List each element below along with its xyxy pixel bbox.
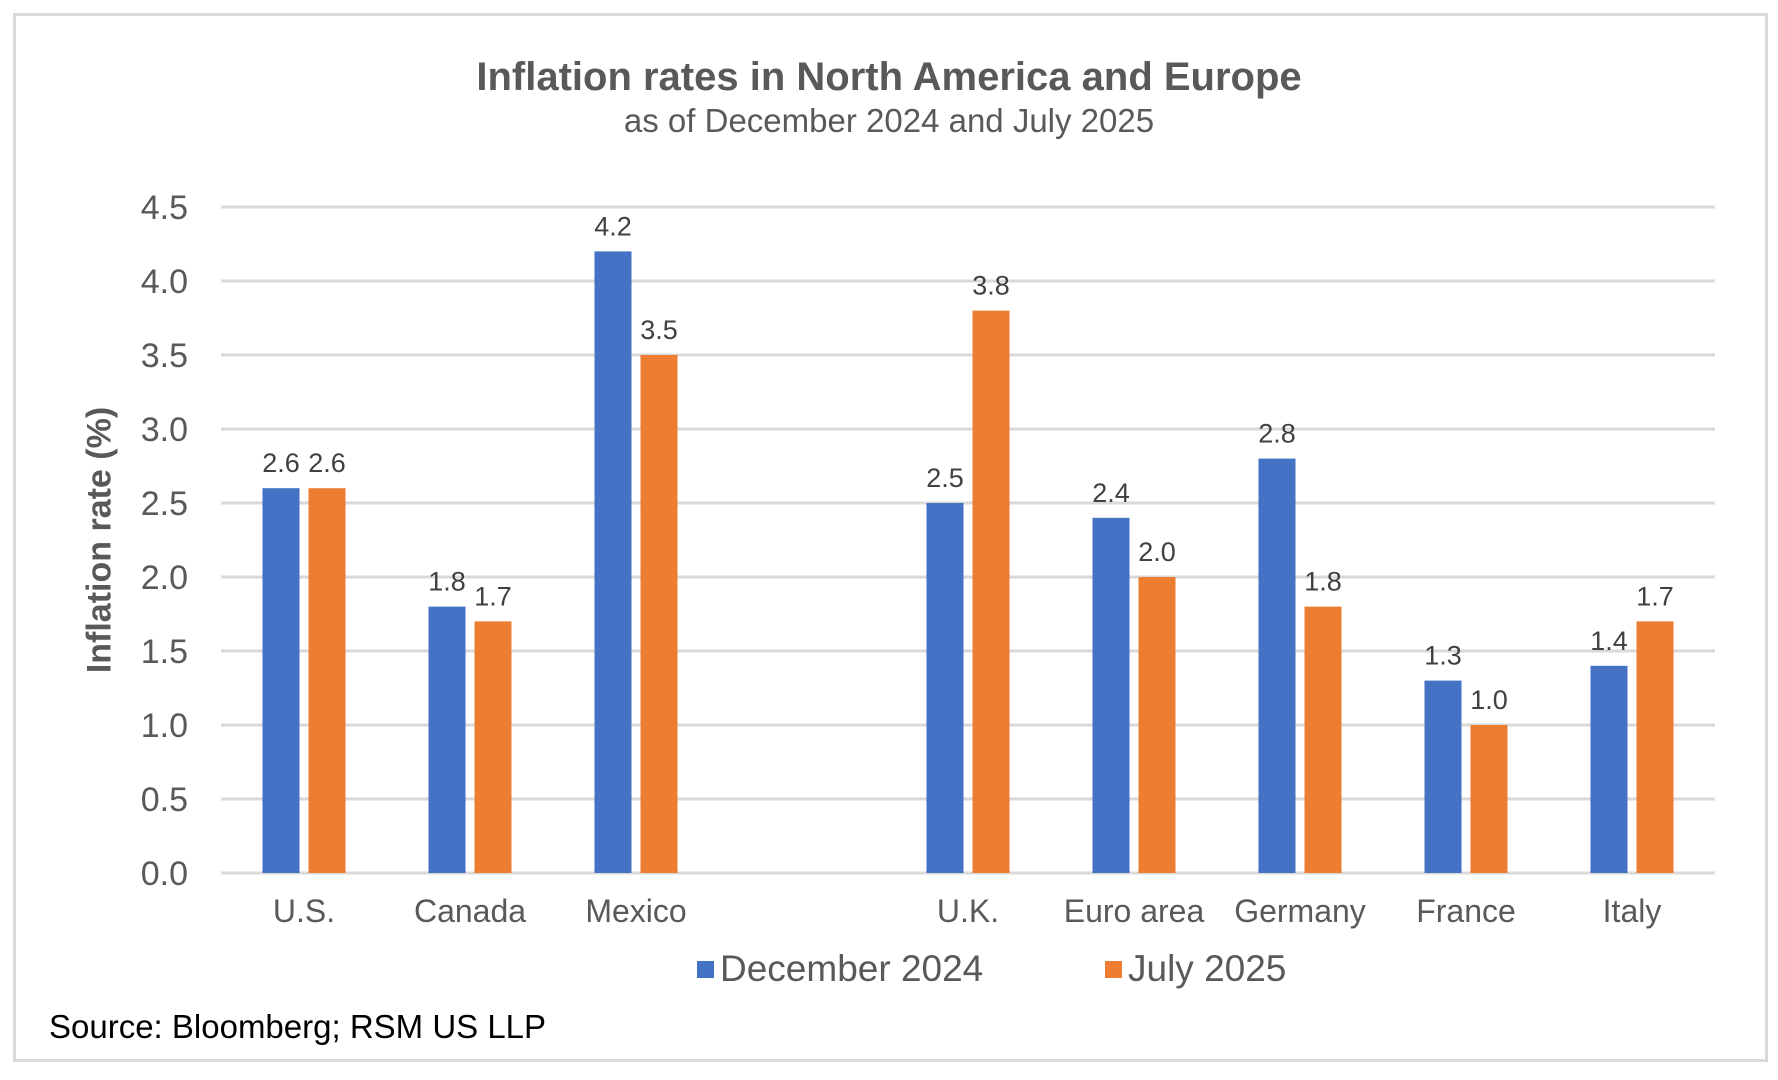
chart-frame <box>13 13 1768 1062</box>
data-label: 2.5 <box>926 463 964 493</box>
source-note: Source: Bloomberg; RSM US LLP <box>49 1008 547 1045</box>
data-label: 2.0 <box>1138 537 1176 567</box>
bar-july-2025 <box>1304 606 1342 873</box>
bar-december-2024 <box>926 503 964 873</box>
bar-july-2025 <box>1138 577 1176 873</box>
legend-item-december-2024: December 2024 <box>697 948 983 990</box>
bar-july-2025 <box>640 355 678 873</box>
y-tick-label: 3.0 <box>141 411 188 449</box>
x-tick-label: U.K. <box>937 893 999 929</box>
legend-swatch-july-2025 <box>1105 960 1122 978</box>
data-label: 2.6 <box>262 448 300 478</box>
chart-subtitle: as of December 2024 and July 2025 <box>623 102 1155 139</box>
bar-december-2024 <box>428 606 466 873</box>
data-label: 2.6 <box>308 448 346 478</box>
legend-swatch-december-2024 <box>697 960 714 978</box>
legend-label: December 2024 <box>720 948 984 989</box>
bar-july-2025 <box>972 310 1010 874</box>
x-tick-label: France <box>1416 893 1516 929</box>
y-tick-label: 2.5 <box>141 485 188 523</box>
data-label: 1.3 <box>1424 641 1462 671</box>
data-label: 2.4 <box>1092 478 1130 508</box>
bar-december-2024 <box>262 488 300 873</box>
data-label: 1.8 <box>1304 567 1342 597</box>
data-label: 1.4 <box>1590 626 1628 656</box>
y-tick-label: 0.5 <box>141 781 188 819</box>
data-label: 3.5 <box>640 315 678 345</box>
bar-december-2024 <box>1258 458 1296 873</box>
legend-item-july-2025: July 2025 <box>1105 948 1286 990</box>
chart-title: Inflation rates in North America and Eur… <box>476 55 1302 99</box>
x-tick-label: Italy <box>1603 893 1662 929</box>
y-tick-label: 3.5 <box>141 337 188 375</box>
bar-july-2025 <box>1470 725 1508 873</box>
x-tick-label: Germany <box>1234 893 1366 929</box>
data-label: 1.7 <box>1636 581 1674 611</box>
bar-december-2024 <box>1092 517 1130 873</box>
y-tick-label: 1.5 <box>141 633 188 671</box>
y-tick-label: 4.5 <box>141 189 188 227</box>
x-tick-label: Canada <box>414 893 526 929</box>
bar-december-2024 <box>1590 665 1628 873</box>
data-label: 1.8 <box>428 567 466 597</box>
y-tick-label: 4.0 <box>141 263 188 301</box>
x-tick-label: Mexico <box>585 893 686 929</box>
data-label: 3.8 <box>972 271 1010 301</box>
bar-july-2025 <box>474 621 512 873</box>
bar-july-2025 <box>308 488 346 873</box>
bar-december-2024 <box>594 251 632 873</box>
data-label: 1.0 <box>1470 685 1508 715</box>
y-tick-label: 0.0 <box>141 855 188 893</box>
legend: December 2024 July 2025 <box>0 948 1778 992</box>
y-tick-label: 2.0 <box>141 559 188 597</box>
legend-label: July 2025 <box>1128 948 1287 989</box>
x-tick-label: U.S. <box>273 893 335 929</box>
y-tick-label: 1.0 <box>141 707 188 745</box>
bar-july-2025 <box>1636 621 1674 873</box>
x-tick-label: Euro area <box>1064 893 1205 929</box>
data-label: 2.8 <box>1258 419 1296 449</box>
data-label: 1.7 <box>474 581 512 611</box>
bar-december-2024 <box>1424 680 1462 873</box>
data-label: 4.2 <box>594 211 632 241</box>
